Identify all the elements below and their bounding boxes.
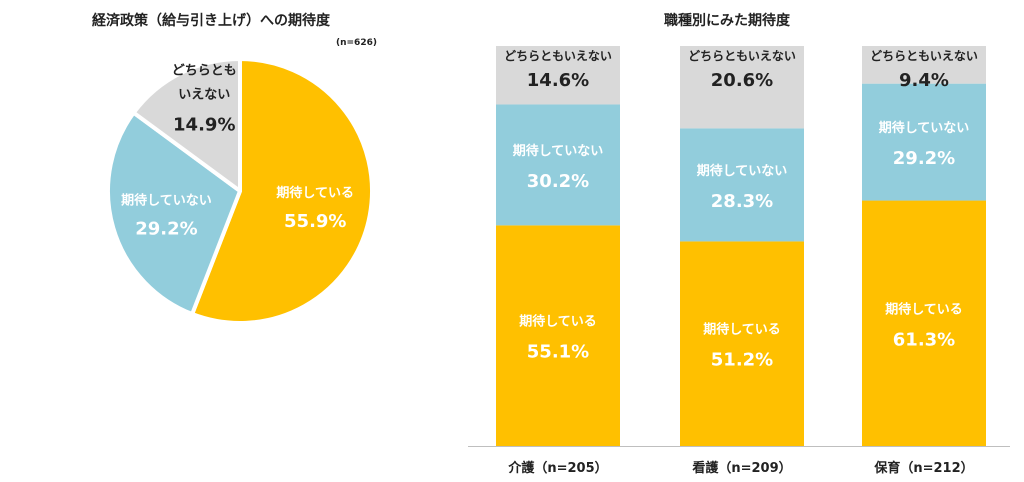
bar-segment-value-0-0: 55.1% <box>527 342 589 363</box>
bar-category-label-0: 介護（n=205） <box>507 460 607 476</box>
pie-slice-1 <box>106 110 242 317</box>
bar-segment-label-1-2: どちらともいえない <box>688 49 796 63</box>
bar-chart-title: 職種別にみた期待度 <box>664 13 790 29</box>
bar-segment-0-2 <box>496 46 620 105</box>
bar-category-label-2: 保育（n=212） <box>873 460 973 476</box>
bar-segment-1-0 <box>680 241 804 446</box>
bar-segment-label-2-0: 期待している <box>885 301 963 317</box>
pie-slice-value-2: 14.9% <box>173 114 235 135</box>
bar-segment-value-2-1: 29.2% <box>893 148 955 169</box>
bar-segment-0-1 <box>496 104 620 226</box>
bar-segment-label-0-0: 期待している <box>519 314 597 330</box>
bar-segment-value-1-1: 28.3% <box>711 191 773 212</box>
bar-segment-value-0-1: 30.2% <box>527 171 589 192</box>
pie-slice-0 <box>190 57 375 325</box>
pie-chart-title: 経済政策（給与引き上げ）への期待度 <box>92 13 330 29</box>
pie-slice-value-1: 29.2% <box>135 218 197 239</box>
bar-segment-1-1 <box>680 128 804 242</box>
pie-slice-label-2-line1: どちらとも <box>172 63 237 78</box>
bar-segment-label-0-1: 期待していない <box>513 143 604 159</box>
bar-segment-label-2-2: どちらともいえない <box>870 49 978 63</box>
bar-segment-value-0-2: 14.6% <box>527 70 589 91</box>
pie-slice-label-2-line2: いえない <box>178 87 230 102</box>
bar-segment-2-1 <box>862 83 986 201</box>
bar-category-label-1: 看護（n=209） <box>692 460 791 476</box>
pie-slice-value-0: 55.9% <box>284 211 346 232</box>
pie-slice-2 <box>131 57 242 193</box>
bar-segment-label-2-1: 期待していない <box>879 120 970 136</box>
bar-segment-label-1-1: 期待していない <box>697 163 788 179</box>
bar-segment-value-2-2: 9.4% <box>899 70 949 91</box>
pie-slice-label-1: 期待していない <box>121 192 212 208</box>
bar-segment-value-1-0: 51.2% <box>711 350 773 371</box>
bar-segment-0-0 <box>496 225 620 446</box>
bar-segment-label-0-2: どちらともいえない <box>504 49 612 63</box>
pie-slice-label-0: 期待している <box>276 185 354 201</box>
bar-segment-value-1-2: 20.6% <box>711 70 773 91</box>
bar-segment-value-2-0: 61.3% <box>893 329 955 350</box>
bar-segment-2-2 <box>862 46 986 84</box>
bar-segment-label-1-0: 期待している <box>703 322 781 338</box>
bar-segment-1-2 <box>680 46 804 129</box>
bar-segment-2-0 <box>862 200 986 446</box>
pie-chart-sample-size: (n=626) <box>336 38 377 48</box>
